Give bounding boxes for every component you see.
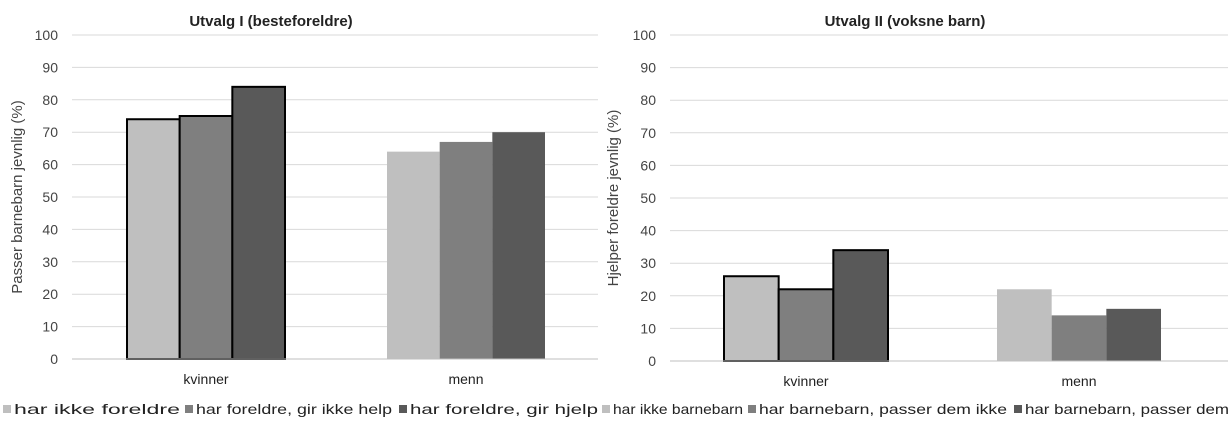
chart-title: Utvalg II (voksne barn) — [825, 13, 986, 30]
y-tick-label: 100 — [35, 27, 59, 43]
bar — [231, 85, 286, 360]
legend-swatch — [602, 405, 610, 413]
y-tick-label: 0 — [648, 353, 656, 369]
x-category-label: kvinner — [183, 371, 228, 387]
x-category-label: menn — [448, 371, 483, 387]
bar — [1051, 315, 1107, 361]
chart-utvalg-1-svg: Utvalg I (besteforeldre) Passer barnebarn… — [3, 13, 598, 417]
y-tick-label: 40 — [42, 221, 58, 237]
bar — [1106, 308, 1161, 361]
legend-swatch — [185, 405, 193, 413]
y-tick-label: 20 — [640, 288, 656, 304]
y-tick-label: 40 — [640, 223, 656, 239]
x-category-label: kvinner — [783, 373, 828, 389]
y-tick-label: 80 — [42, 92, 58, 108]
legend-swatch — [1014, 405, 1022, 413]
chart-utvalg-1: Utvalg I (besteforeldre) Passer barnebarn… — [0, 0, 600, 421]
y-tick-label: 90 — [640, 60, 656, 76]
y-tick-label: 80 — [640, 92, 656, 108]
legend-label: har barnebarn, passer dem — [1025, 401, 1229, 417]
y-tick-label: 50 — [42, 189, 58, 205]
y-tick-label: 0 — [50, 351, 58, 367]
legend-label: har ikke barnebarn — [613, 401, 743, 417]
bar — [723, 275, 780, 362]
legend-label: har foreldre, gir hjelp — [410, 401, 598, 417]
y-axis-label: Passer barnebarn jevnlig (%) — [9, 100, 26, 293]
bar — [997, 289, 1052, 361]
legend-label: har foreldre, gir ikke help — [196, 401, 392, 417]
y-tick-label: 10 — [640, 320, 656, 336]
bar — [439, 141, 493, 359]
y-tick-label: 100 — [633, 27, 657, 43]
bar — [777, 288, 835, 362]
chart-utvalg-2-svg: Utvalg II (voksne barn) Hjelper foreldre … — [602, 13, 1229, 417]
y-tick-label: 30 — [640, 255, 656, 271]
y-tick-label: 30 — [42, 254, 58, 270]
y-tick-label: 10 — [42, 319, 58, 335]
bar — [492, 132, 545, 359]
y-axis-label: Hjelper foreldre jevnlig (%) — [605, 110, 622, 287]
bar — [832, 249, 889, 362]
y-tick-label: 90 — [42, 59, 58, 75]
bar — [387, 151, 440, 359]
legend-label: har barnebarn, passer dem ikke — [759, 401, 1007, 417]
bar — [178, 115, 234, 360]
legend-label: har ikke foreldre — [14, 401, 180, 417]
y-tick-label: 50 — [640, 190, 656, 206]
x-category-label: menn — [1061, 373, 1096, 389]
y-tick-label: 60 — [640, 157, 656, 173]
y-tick-label: 70 — [42, 124, 58, 140]
y-tick-label: 60 — [42, 157, 58, 173]
chart-title: Utvalg I (besteforeldre) — [189, 13, 352, 30]
bar — [126, 118, 181, 360]
y-tick-label: 20 — [42, 286, 58, 302]
chart-utvalg-2: Utvalg II (voksne barn) Hjelper foreldre … — [600, 0, 1231, 421]
legend-swatch — [3, 405, 11, 413]
y-tick-label: 70 — [640, 125, 656, 141]
legend-swatch — [748, 405, 756, 413]
legend-swatch — [399, 405, 407, 413]
